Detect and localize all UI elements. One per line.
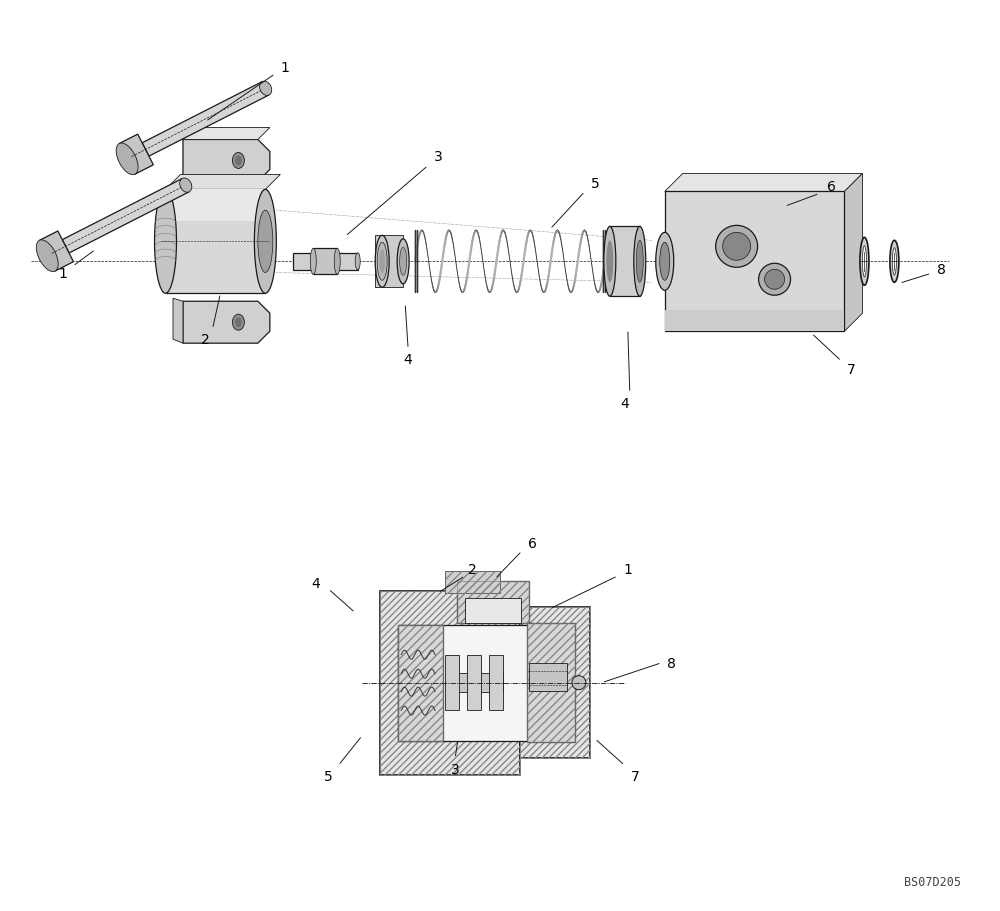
Bar [489, 655, 503, 711]
Ellipse shape [723, 233, 751, 261]
Ellipse shape [759, 264, 791, 296]
Ellipse shape [400, 248, 407, 276]
Text: 4: 4 [311, 576, 320, 590]
Ellipse shape [890, 241, 899, 283]
Polygon shape [293, 253, 358, 271]
Ellipse shape [379, 250, 385, 274]
Text: 5: 5 [324, 769, 333, 783]
Bar [398, 625, 568, 741]
Text: 1: 1 [58, 267, 67, 281]
Ellipse shape [180, 179, 192, 193]
Polygon shape [62, 179, 189, 253]
Polygon shape [665, 174, 862, 192]
Bar [398, 625, 443, 741]
Polygon shape [183, 128, 270, 140]
Text: 2: 2 [468, 562, 476, 576]
Ellipse shape [765, 270, 785, 290]
Bar [398, 625, 443, 741]
Bar [445, 571, 500, 593]
Polygon shape [520, 608, 590, 758]
Bar [375, 236, 403, 288]
Ellipse shape [375, 236, 389, 288]
Ellipse shape [716, 226, 758, 268]
Bar [445, 655, 459, 711]
Bar [610, 227, 640, 297]
Ellipse shape [397, 240, 409, 284]
Polygon shape [166, 175, 280, 190]
Bar [527, 623, 575, 742]
Bar [465, 599, 521, 623]
Bar [313, 249, 337, 275]
Ellipse shape [116, 144, 138, 176]
Ellipse shape [334, 249, 340, 275]
Bar [457, 581, 529, 623]
Ellipse shape [260, 82, 272, 97]
Ellipse shape [604, 227, 616, 297]
Polygon shape [166, 190, 265, 221]
Bar [527, 623, 575, 742]
Polygon shape [844, 174, 862, 332]
Text: 2: 2 [201, 333, 210, 347]
Bar [457, 581, 529, 623]
Ellipse shape [892, 249, 896, 276]
Polygon shape [665, 192, 844, 332]
Text: BS07D205: BS07D205 [904, 875, 961, 888]
Bar [445, 571, 500, 593]
Ellipse shape [235, 318, 242, 328]
Text: 5: 5 [590, 178, 599, 191]
Ellipse shape [36, 241, 58, 272]
Ellipse shape [660, 243, 670, 281]
Ellipse shape [232, 315, 244, 331]
Text: 4: 4 [404, 353, 413, 367]
Ellipse shape [636, 241, 643, 283]
Text: 6: 6 [528, 537, 536, 550]
Ellipse shape [310, 249, 316, 275]
Bar [447, 673, 503, 692]
Ellipse shape [377, 243, 387, 281]
Bar [529, 663, 567, 691]
Ellipse shape [606, 241, 613, 283]
Ellipse shape [860, 238, 869, 286]
Ellipse shape [862, 247, 866, 278]
Polygon shape [183, 302, 270, 343]
Text: 8: 8 [667, 656, 676, 670]
Polygon shape [380, 591, 520, 774]
Text: 3: 3 [451, 762, 459, 775]
Polygon shape [119, 135, 153, 175]
Ellipse shape [235, 157, 242, 167]
Text: 3: 3 [434, 150, 442, 164]
Ellipse shape [634, 227, 646, 297]
Polygon shape [166, 190, 265, 294]
Text: 8: 8 [937, 263, 946, 277]
Text: 6: 6 [827, 180, 836, 194]
Circle shape [572, 676, 586, 690]
Polygon shape [665, 311, 844, 332]
Ellipse shape [355, 253, 360, 271]
Text: 1: 1 [623, 562, 632, 576]
Text: 7: 7 [847, 363, 856, 377]
Polygon shape [142, 83, 269, 157]
Bar [467, 655, 481, 711]
Text: 1: 1 [281, 60, 290, 75]
Polygon shape [183, 140, 270, 182]
Ellipse shape [232, 153, 244, 169]
Ellipse shape [656, 233, 674, 291]
Ellipse shape [258, 211, 273, 273]
Ellipse shape [155, 190, 176, 294]
Polygon shape [39, 231, 73, 271]
Polygon shape [173, 299, 183, 343]
Ellipse shape [254, 190, 276, 294]
Text: 7: 7 [630, 769, 639, 783]
Text: 4: 4 [620, 396, 629, 411]
